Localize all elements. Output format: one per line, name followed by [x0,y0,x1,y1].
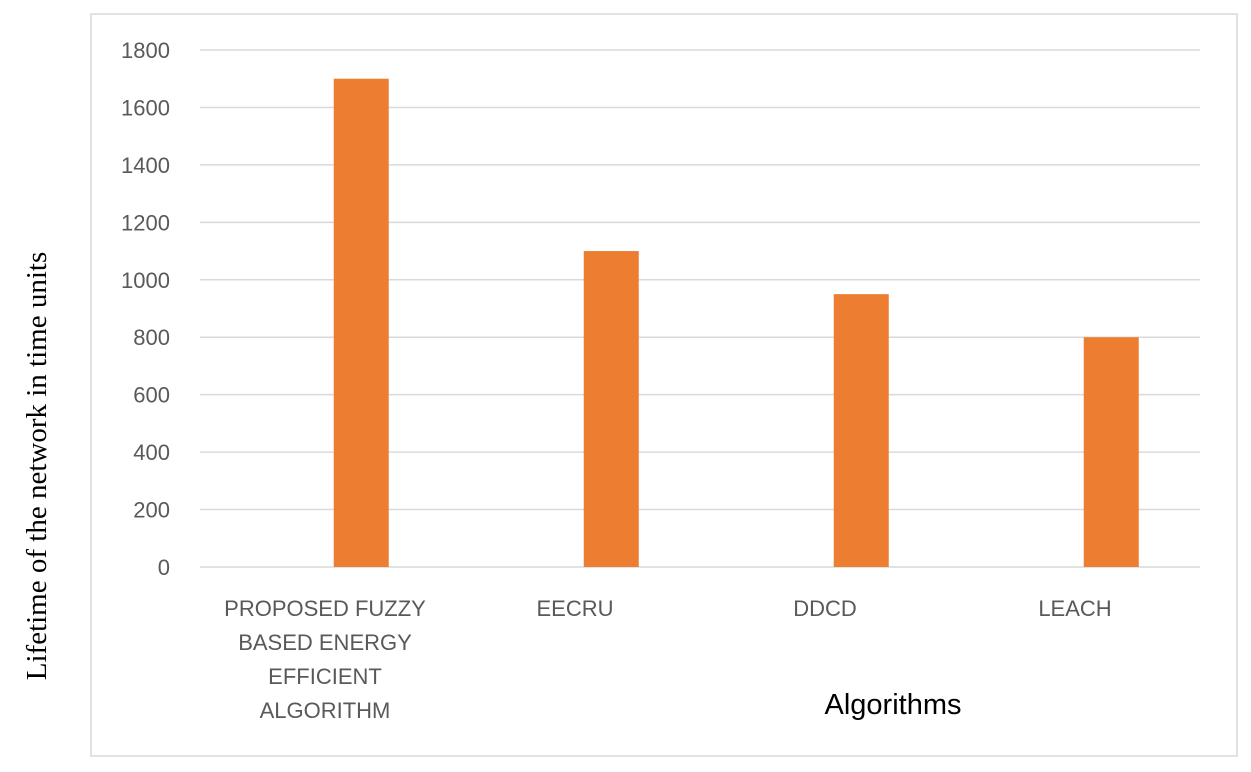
y-tick-label: 200 [133,498,170,523]
y-axis-title: Lifetime of the network in time units [21,252,53,680]
x-category-label: PROPOSED FUZZY BASED ENERGY EFFICIENT ALGOR… [224,596,426,723]
bar [833,294,889,567]
x-category-label-line: LEACH [1038,596,1111,621]
y-tick-label: 1400 [121,153,170,178]
y-tick-label: 400 [133,440,170,465]
x-category-label-line: PROPOSED FUZZY [224,596,426,621]
x-axis-title: Algorithms [825,689,962,721]
x-category-label: DDCD [793,596,857,621]
bar [333,78,389,567]
x-category-label-line: EFFICIENT [268,664,382,689]
y-tick-label: 1000 [121,268,170,293]
x-category-label-line: DDCD [793,596,857,621]
x-category-label-line: EECRU [536,596,613,621]
y-tick-label: 800 [133,325,170,350]
chart-border [90,13,1238,757]
bar [1083,337,1139,567]
y-tick-label: 600 [133,383,170,408]
x-category-label-line: BASED ENERGY [238,630,412,655]
y-tick-label: 0 [158,555,170,580]
y-axis-ticks: 0 200 400 600 800 1000 1200 1400 1600 1800 [121,38,170,580]
x-axis-categories: PROPOSED FUZZY BASED ENERGY EFFICIENT ALGOR… [224,596,1112,723]
bar [583,251,639,568]
y-tick-label: 1200 [121,210,170,235]
x-category-label: EECRU [536,596,613,621]
y-tick-label: 1800 [121,38,170,63]
bars [333,78,1139,568]
x-category-label: LEACH [1038,596,1111,621]
x-category-label-line: ALGORITHM [260,698,391,723]
y-tick-label: 1600 [121,95,170,120]
